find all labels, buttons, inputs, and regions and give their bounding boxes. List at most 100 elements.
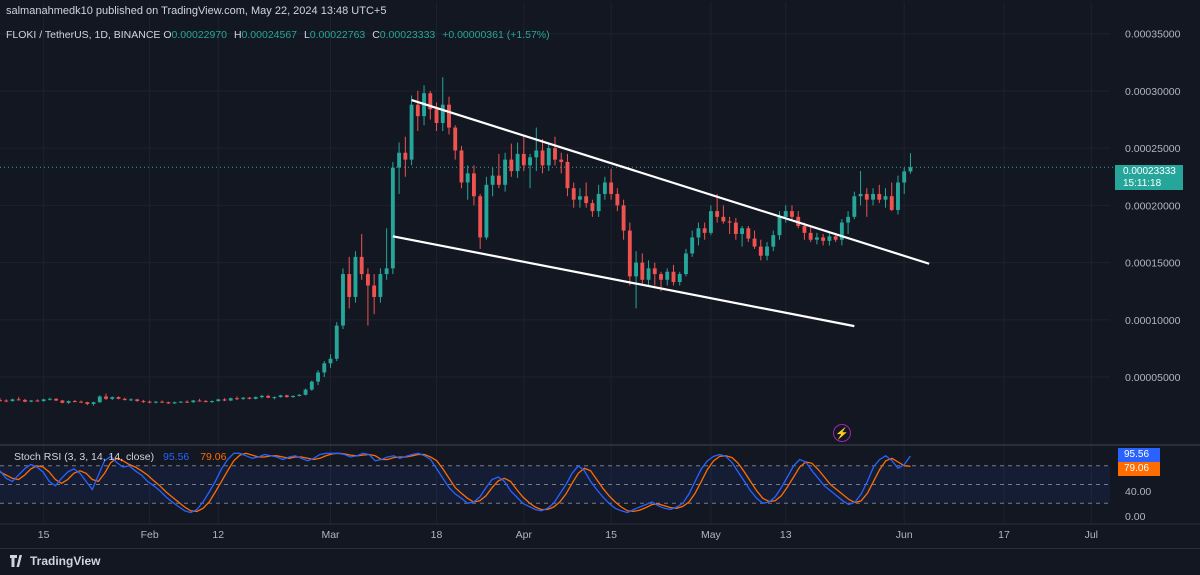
candle-body [777, 216, 782, 236]
candle-body [60, 400, 65, 403]
open-value: 0.00022970 [171, 29, 228, 41]
candle-body [627, 230, 632, 277]
candle-body [266, 395, 271, 398]
time-tick-label: 18 [431, 529, 443, 541]
falling-wedge-lower-trendline[interactable] [392, 235, 855, 328]
time-tick-label: May [701, 529, 722, 541]
candle-body [135, 399, 140, 402]
candle-body [652, 268, 657, 275]
time-axis[interactable]: 15 Feb 12 Mar 18 Apr 15 May 13 Jun 17 Jul [38, 529, 1098, 541]
candle-body [172, 402, 177, 404]
stoch-rsi-k-badge: 95.56 [1118, 448, 1160, 462]
candle-body [272, 397, 277, 399]
price-axis[interactable]: 0.00005000 0.00010000 0.00015000 0.00020000… [1125, 29, 1181, 384]
candle-body [341, 274, 345, 326]
candle-body [247, 397, 252, 399]
price-tick-label: 0.00020000 [1125, 200, 1181, 212]
candle-body [515, 153, 520, 172]
candle-body [378, 274, 383, 297]
publisher-line: salmanahmedk10 published on TradingView.… [6, 5, 387, 17]
candle-body [384, 268, 389, 275]
candle-body [839, 222, 844, 240]
candle-body [584, 196, 589, 204]
candle-body [153, 401, 158, 403]
candle-body [814, 237, 819, 240]
candle-body [309, 381, 314, 390]
time-tick-label: Apr [516, 529, 533, 541]
candle-body [615, 193, 620, 206]
falling-wedge-upper-trendline[interactable] [411, 99, 930, 265]
stoch-rsi-axis[interactable]: 0.00 40.00 [1125, 486, 1151, 523]
candle-body [790, 211, 794, 217]
candle-body [241, 397, 246, 399]
candle-body [47, 398, 52, 400]
stoch-rsi-k-badge-value: 95.56 [1124, 449, 1150, 460]
trendlines[interactable] [392, 99, 930, 328]
stoch-rsi-legend[interactable]: Stoch RSI (3, 3, 14, 14, close) 95.56 79… [14, 451, 226, 463]
stoch-rsi-d-value: 79.06 [200, 451, 227, 463]
candle-body [210, 401, 214, 403]
chart-canvas[interactable]: 0.00005000 0.00010000 0.00015000 0.00020000… [0, 0, 1200, 548]
candle-body [41, 399, 46, 402]
stoch-rsi-d-badge-value: 79.06 [1124, 463, 1150, 474]
candle-body [846, 216, 851, 223]
candle-body [553, 148, 557, 160]
change-value: +0.00000361 (+1.57%) [442, 29, 550, 41]
candle-body [322, 363, 327, 373]
candle-body [291, 395, 296, 398]
candle-body [110, 397, 115, 399]
time-tick-label: 17 [998, 529, 1010, 541]
candle-body [147, 401, 152, 403]
candle-body [546, 148, 551, 166]
candle-body [303, 389, 308, 395]
candle-body [646, 268, 651, 280]
stoch-rsi-k-value: 95.56 [163, 451, 190, 463]
candle-body [23, 399, 27, 402]
candle-body [677, 274, 682, 283]
candle-body [864, 193, 869, 200]
time-tick-label: 13 [780, 529, 792, 541]
candle-body [590, 203, 595, 212]
candle-body [85, 402, 90, 404]
close-value: 0.00023333 [379, 29, 436, 41]
candle-body [253, 397, 258, 399]
candle-body [752, 238, 757, 247]
candle-body [852, 196, 857, 217]
stoch-rsi-label[interactable]: Stoch RSI (3, 3, 14, 14, close) [14, 451, 155, 463]
low-label: L [303, 29, 310, 41]
candle-body [222, 399, 227, 401]
candle-body [347, 274, 352, 297]
time-tick-label: Mar [321, 529, 340, 541]
candle-body [54, 398, 59, 401]
time-tick-label: Jun [896, 529, 913, 541]
candle-body [478, 196, 483, 238]
candle-body [783, 211, 788, 217]
candle-body [4, 400, 9, 402]
candle-body [216, 399, 221, 402]
candle-body [284, 395, 289, 398]
candle-body [104, 396, 108, 399]
candle-body [465, 173, 470, 183]
lightning-bolt-icon[interactable]: ⚡ [833, 424, 851, 442]
stoch-tick-label: 40.00 [1125, 486, 1151, 498]
candle-body [35, 400, 40, 402]
candle-body [447, 104, 451, 128]
symbol-legend[interactable]: FLOKI / TetherUS, 1D, BINANCE O0.0002297… [6, 29, 550, 41]
candle-body [733, 222, 738, 235]
candle-body [702, 228, 707, 233]
candle-body [97, 396, 102, 403]
stoch-tick-label: 0.00 [1125, 511, 1146, 523]
candle-body [802, 225, 807, 233]
candle-body [883, 196, 888, 200]
candle-body [634, 262, 639, 277]
bar-countdown: 15:11:18 [1123, 178, 1162, 189]
candle-body [827, 236, 832, 241]
candle-body [708, 211, 713, 233]
symbol-name[interactable]: FLOKI / TetherUS, 1D, BINANCE [6, 29, 161, 41]
brand[interactable]: TradingView [10, 554, 100, 568]
candle-body [66, 401, 71, 403]
candle-body [559, 159, 564, 162]
candle-body [409, 104, 414, 160]
candle-body [715, 211, 720, 217]
candle-body [297, 394, 302, 396]
